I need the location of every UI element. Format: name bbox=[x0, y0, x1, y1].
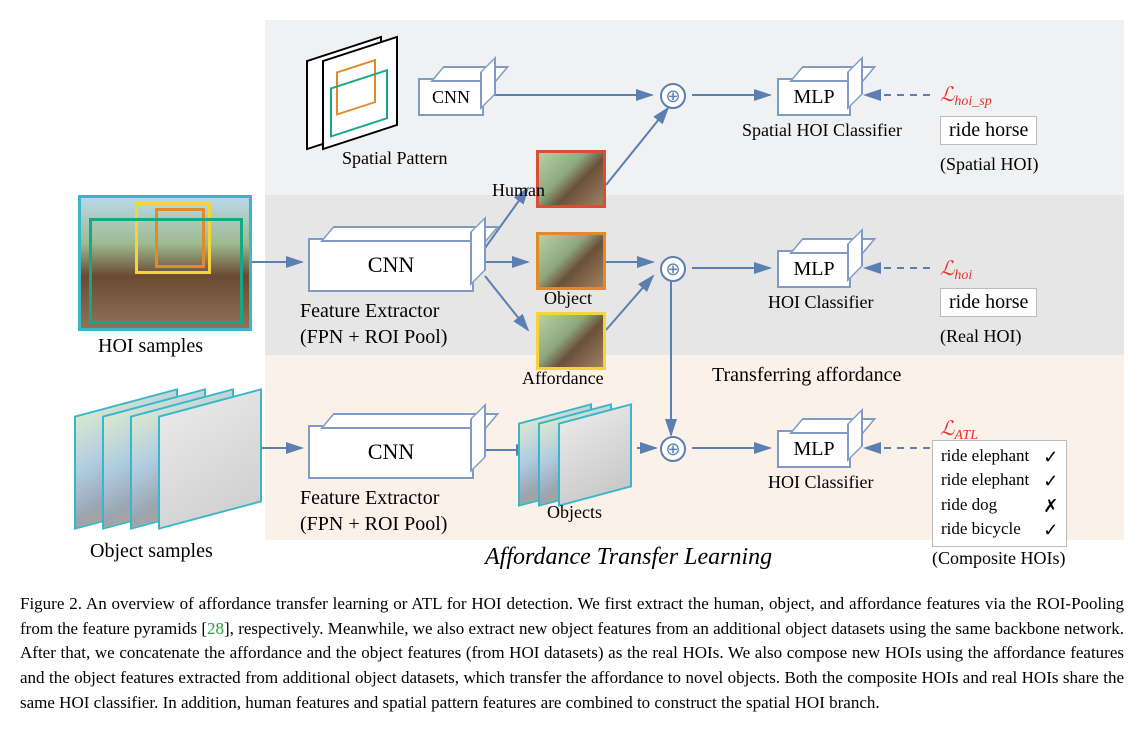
feat-extractor-mid-l1: Feature Extractor bbox=[300, 300, 439, 323]
real-hoi-tag: (Real HOI) bbox=[940, 326, 1021, 347]
loss-hoi: ℒhoi bbox=[940, 256, 972, 284]
object-samples-label: Object samples bbox=[90, 540, 213, 563]
mlp-box-top: MLP bbox=[777, 78, 851, 116]
composite-list: ride elephant✓ride elephant✓ride dog✗rid… bbox=[932, 440, 1067, 547]
ride-horse-top: ride horse bbox=[940, 116, 1037, 145]
concat-icon-mid: ⊕ bbox=[660, 256, 686, 282]
mlp-box-bot: MLP bbox=[777, 430, 851, 468]
hoi-sample-image bbox=[78, 195, 252, 331]
atl-title: Affordance Transfer Learning bbox=[485, 544, 772, 571]
spatial-classifier-label: Spatial HOI Classifier bbox=[742, 120, 902, 141]
object-samples-stack bbox=[74, 380, 254, 530]
composite-item: ride elephant✓ bbox=[941, 469, 1058, 493]
figure-number: Figure 2. bbox=[20, 594, 82, 613]
concat-icon-top: ⊕ bbox=[660, 83, 686, 109]
loss-sp: ℒhoi_sp bbox=[940, 82, 992, 110]
transferring-label: Transferring affordance bbox=[712, 364, 901, 387]
ride-horse-mid: ride horse bbox=[940, 288, 1037, 317]
citation-link[interactable]: 28 bbox=[207, 619, 224, 638]
mlp-box-mid: MLP bbox=[777, 250, 851, 288]
object-label: Object bbox=[544, 288, 592, 309]
composite-item: ride bicycle✓ bbox=[941, 518, 1058, 542]
cnn-box-bot: CNN bbox=[308, 425, 474, 479]
spatial-hoi-tag: (Spatial HOI) bbox=[940, 154, 1038, 175]
composite-hois-tag: (Composite HOIs) bbox=[932, 548, 1066, 569]
spatial-pattern-planes bbox=[298, 38, 418, 148]
human-thumb bbox=[536, 150, 606, 208]
composite-item: ride elephant✓ bbox=[941, 445, 1058, 469]
hoi-classifier-mid-label: HOI Classifier bbox=[768, 292, 873, 313]
objects-label: Objects bbox=[547, 502, 602, 523]
concat-icon-bot: ⊕ bbox=[660, 436, 686, 462]
spatial-pattern-label: Spatial Pattern bbox=[342, 148, 447, 169]
feat-extractor-bot-l2: (FPN + ROI Pool) bbox=[300, 513, 447, 536]
feat-extractor-bot-l1: Feature Extractor bbox=[300, 487, 439, 510]
figure-caption: Figure 2. An overview of affordance tran… bbox=[20, 592, 1124, 715]
composite-item: ride dog✗ bbox=[941, 494, 1058, 518]
affordance-thumb bbox=[536, 312, 606, 370]
objects-stack bbox=[518, 395, 658, 505]
hoi-classifier-bot-label: HOI Classifier bbox=[768, 472, 873, 493]
affordance-label: Affordance bbox=[522, 368, 604, 389]
cnn-box-top: CNN bbox=[418, 78, 484, 116]
hoi-samples-label: HOI samples bbox=[98, 335, 203, 358]
cnn-box-mid: CNN bbox=[308, 238, 474, 292]
feat-extractor-mid-l2: (FPN + ROI Pool) bbox=[300, 326, 447, 349]
atl-diagram: HOI samples Object samples Spatial Patte… bbox=[20, 20, 1124, 580]
object-thumb bbox=[536, 232, 606, 290]
human-label: Human bbox=[492, 180, 545, 201]
